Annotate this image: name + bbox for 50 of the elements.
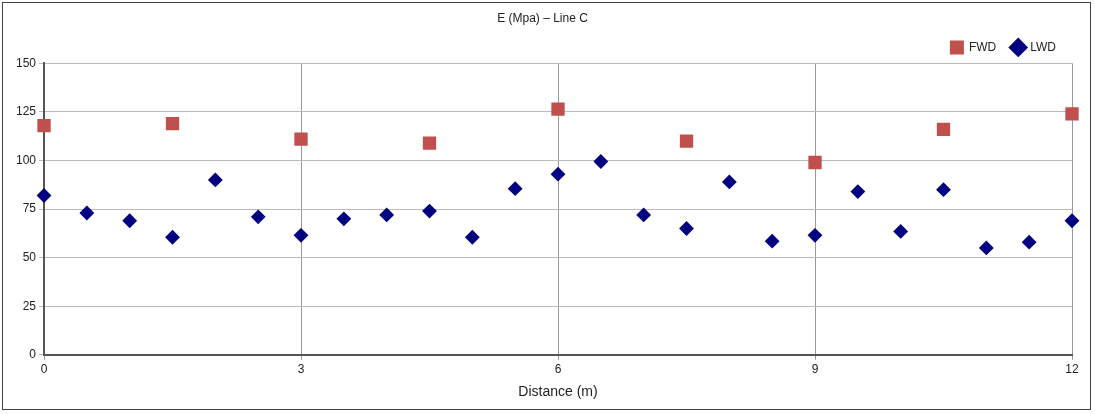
point (808, 228, 823, 243)
point (1022, 235, 1037, 250)
point (808, 155, 822, 170)
point (294, 228, 309, 243)
point (850, 184, 865, 199)
point (679, 134, 694, 148)
point (422, 204, 437, 219)
y-tick-label: 50 (22, 249, 37, 264)
point (508, 181, 523, 196)
point (936, 122, 951, 137)
point (208, 172, 223, 187)
point (765, 234, 780, 249)
point (37, 188, 52, 203)
legend-label: FWD (968, 39, 997, 54)
x-tick-label: 6 (554, 362, 562, 377)
x-tick-label: 9 (811, 362, 819, 377)
point (979, 240, 994, 255)
point (722, 174, 737, 189)
point (465, 230, 480, 245)
y-tick-label: 125 (15, 104, 37, 119)
x-tick-label: 12 (1065, 362, 1079, 377)
point (1065, 107, 1079, 121)
y-tick-label: 0 (29, 347, 37, 362)
y-tick-label: 25 (22, 298, 37, 313)
point (379, 207, 394, 222)
point (165, 116, 180, 131)
point (422, 136, 437, 150)
point (936, 182, 951, 197)
point (1065, 213, 1079, 228)
x-tick-label: 0 (40, 362, 48, 377)
point (79, 205, 94, 220)
y-tick-label: 75 (22, 201, 37, 216)
point (593, 154, 608, 169)
point (251, 209, 266, 224)
point (336, 211, 351, 226)
point (122, 213, 137, 228)
x-axis-title: Distance (m) (518, 383, 598, 400)
y-tick-label: 150 (15, 55, 37, 70)
point (551, 102, 565, 116)
x-tick-label: 3 (297, 362, 305, 377)
point (636, 207, 651, 222)
point (893, 224, 908, 239)
point (679, 221, 694, 236)
y-tick-label: 100 (15, 152, 37, 167)
legend-label: LWD (1030, 39, 1057, 54)
point (165, 230, 180, 245)
point (551, 167, 566, 182)
chart-title: E (Mpa) – Line C (497, 10, 589, 25)
point (294, 132, 308, 146)
point (37, 118, 51, 133)
